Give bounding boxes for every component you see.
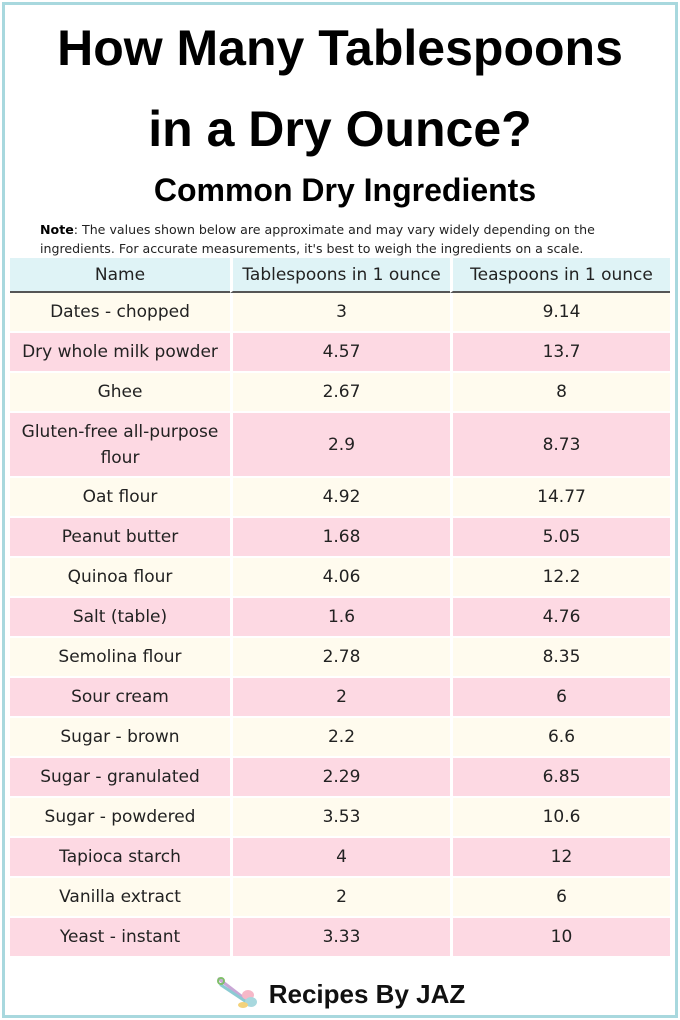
teaspoons-value: 6 xyxy=(450,678,670,718)
teaspoons-value: 10.6 xyxy=(450,798,670,838)
ingredient-name: Dry whole milk powder xyxy=(10,333,230,373)
table-row: Peanut butter 1.68 5.05 xyxy=(10,518,670,558)
teaspoons-value: 13.7 xyxy=(450,333,670,373)
ingredient-name: Sugar - brown xyxy=(10,718,230,758)
table-row: Sour cream 2 6 xyxy=(10,678,670,718)
ingredient-name: Tapioca starch xyxy=(10,838,230,878)
teaspoons-value: 5.05 xyxy=(450,518,670,558)
table-row: Oat flour 4.92 14.77 xyxy=(10,478,670,518)
page-subtitle: Common Dry Ingredients xyxy=(153,172,537,208)
table-row: Sugar - brown 2.2 6.6 xyxy=(10,718,670,758)
ingredient-name: Quinoa flour xyxy=(10,558,230,598)
title-line-2: in a Dry Ounce? xyxy=(148,101,532,157)
ingredient-name: Vanilla extract xyxy=(10,878,230,918)
tablespoons-value: 2.9 xyxy=(230,413,450,478)
note-label: Note xyxy=(40,222,74,237)
teaspoons-value: 4.76 xyxy=(450,598,670,638)
tablespoons-value: 2 xyxy=(230,878,450,918)
table-row: Yeast - instant 3.33 10 xyxy=(10,918,670,958)
table-row: Vanilla extract 2 6 xyxy=(10,878,670,918)
table-header-row: Name Tablespoons in 1 ounce Teaspoons in… xyxy=(10,258,670,293)
table-row: Dry whole milk powder 4.57 13.7 xyxy=(10,333,670,373)
column-header-teaspoons: Teaspoons in 1 ounce xyxy=(450,258,670,293)
ingredient-name: Oat flour xyxy=(10,478,230,518)
tablespoons-value: 3 xyxy=(230,293,450,333)
teaspoons-value: 12 xyxy=(450,838,670,878)
table-row: Semolina flour 2.78 8.35 xyxy=(10,638,670,678)
tablespoons-value: 3.53 xyxy=(230,798,450,838)
ingredient-name: Sugar - granulated xyxy=(10,758,230,798)
measuring-spoons-icon xyxy=(215,975,261,1013)
note-paragraph: Note: The values shown below are approxi… xyxy=(40,220,665,258)
tablespoons-value: 4.57 xyxy=(230,333,450,373)
ingredient-name: Peanut butter xyxy=(10,518,230,558)
ingredient-name: Salt (table) xyxy=(10,598,230,638)
table-row: Gluten-free all-purpose flour 2.9 8.73 xyxy=(10,413,670,478)
teaspoons-value: 8 xyxy=(450,373,670,413)
tablespoons-value: 4 xyxy=(230,838,450,878)
teaspoons-value: 8.73 xyxy=(450,413,670,478)
table-row: Ghee 2.67 8 xyxy=(10,373,670,413)
ingredient-name: Sugar - powdered xyxy=(10,798,230,838)
column-header-name: Name xyxy=(10,258,230,293)
ingredient-name: Yeast - instant xyxy=(10,918,230,958)
table-row: Sugar - granulated 2.29 6.85 xyxy=(10,758,670,798)
ingredient-name: Gluten-free all-purpose flour xyxy=(10,413,230,478)
table-row: Quinoa flour 4.06 12.2 xyxy=(10,558,670,598)
ingredient-name: Sour cream xyxy=(10,678,230,718)
table-row: Dates - chopped 3 9.14 xyxy=(10,293,670,333)
teaspoons-value: 10 xyxy=(450,918,670,958)
tablespoons-value: 1.68 xyxy=(230,518,450,558)
brand-footer: Recipes By JAZ xyxy=(0,972,680,1016)
tablespoons-value: 4.92 xyxy=(230,478,450,518)
table-row: Sugar - powdered 3.53 10.6 xyxy=(10,798,670,838)
tablespoons-value: 2.29 xyxy=(230,758,450,798)
column-header-tablespoons: Tablespoons in 1 ounce xyxy=(230,258,450,293)
tablespoons-value: 2.67 xyxy=(230,373,450,413)
teaspoons-value: 14.77 xyxy=(450,478,670,518)
teaspoons-value: 6.6 xyxy=(450,718,670,758)
conversion-table: Name Tablespoons in 1 ounce Teaspoons in… xyxy=(10,258,670,958)
tablespoons-value: 2.78 xyxy=(230,638,450,678)
tablespoons-value: 1.6 xyxy=(230,598,450,638)
title-line-1: How Many Tablespoons xyxy=(57,20,623,76)
table-row: Salt (table) 1.6 4.76 xyxy=(10,598,670,638)
tablespoons-value: 3.33 xyxy=(230,918,450,958)
tablespoons-value: 4.06 xyxy=(230,558,450,598)
ingredient-name: Ghee xyxy=(10,373,230,413)
tablespoons-value: 2 xyxy=(230,678,450,718)
brand-name: Recipes By JAZ xyxy=(268,978,466,1009)
teaspoons-value: 9.14 xyxy=(450,293,670,333)
teaspoons-value: 6 xyxy=(450,878,670,918)
table-row: Tapioca starch 4 12 xyxy=(10,838,670,878)
note-text: : The values shown below are approximate… xyxy=(40,222,595,256)
ingredient-name: Semolina flour xyxy=(10,638,230,678)
page-title: How Many Tablespoons in a Dry Ounce? xyxy=(0,12,680,166)
teaspoons-value: 6.85 xyxy=(450,758,670,798)
teaspoons-value: 12.2 xyxy=(450,558,670,598)
teaspoons-value: 8.35 xyxy=(450,638,670,678)
tablespoons-value: 2.2 xyxy=(230,718,450,758)
ingredient-name: Dates - chopped xyxy=(10,293,230,333)
